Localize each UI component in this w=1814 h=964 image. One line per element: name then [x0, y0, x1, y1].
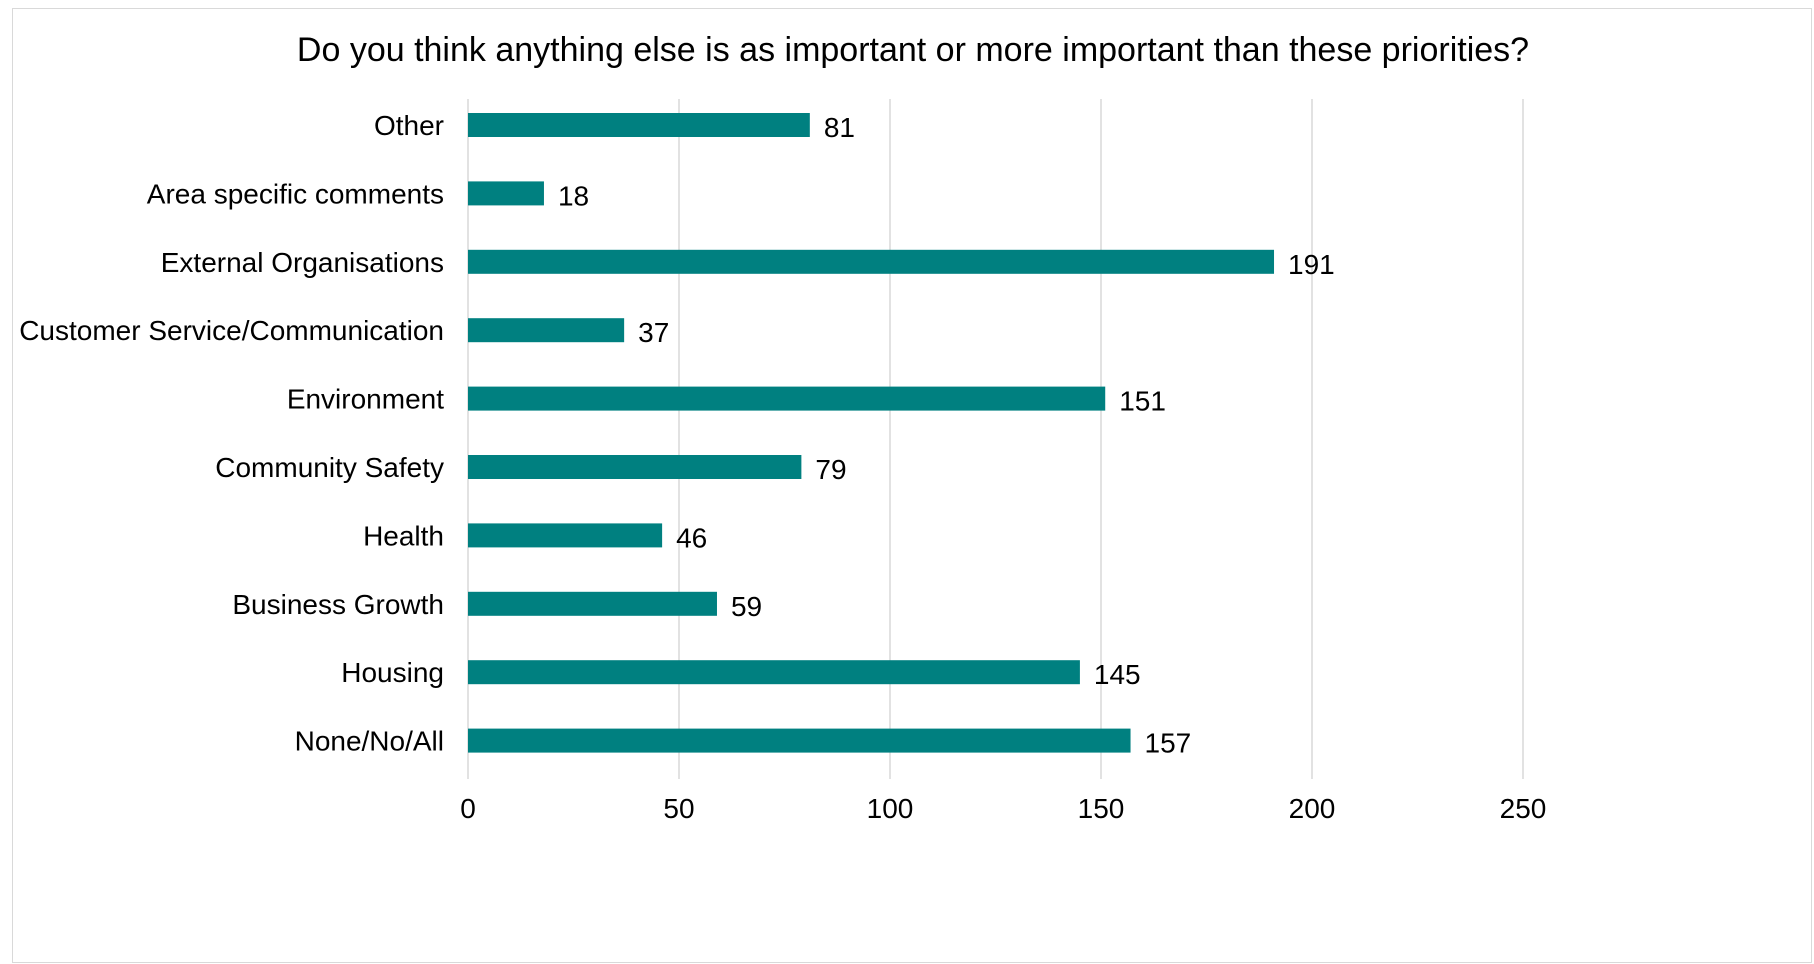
category-label: Customer Service/Communication: [19, 315, 444, 346]
x-axis-tick-labels: 0 50 100 150 200 250: [460, 793, 1546, 824]
bar: [468, 318, 625, 343]
data-labels: 81 18 191 37 151 79 46 59 145 157: [558, 112, 1335, 759]
x-tick-label: 0: [460, 793, 476, 824]
chart-frame: Do you think anything else is as importa…: [12, 8, 1812, 963]
data-label: 37: [638, 317, 669, 348]
bar: [468, 523, 663, 548]
bar: [468, 660, 1080, 685]
bar-chart: Do you think anything else is as importa…: [19, 31, 1546, 824]
data-label: 79: [815, 454, 846, 485]
bar: [468, 728, 1131, 753]
category-labels: Other Area specific comments External Orga…: [19, 110, 444, 757]
data-label: 157: [1145, 728, 1192, 759]
data-label: 59: [731, 591, 762, 622]
bar: [468, 386, 1106, 411]
bars: [468, 113, 1275, 753]
bar: [468, 249, 1275, 274]
x-tick-label: 200: [1289, 793, 1336, 824]
chart-title: Do you think anything else is as importa…: [297, 31, 1529, 69]
bar: [468, 113, 810, 137]
data-label: 145: [1094, 659, 1141, 690]
category-label: Housing: [341, 657, 444, 688]
x-tick-label: 50: [663, 793, 694, 824]
bar: [468, 455, 802, 479]
category-label: None/No/All: [295, 726, 444, 757]
category-label: Environment: [287, 384, 444, 415]
data-label: 151: [1119, 386, 1166, 417]
data-label: 18: [558, 180, 589, 211]
data-label: 81: [824, 112, 855, 143]
data-label: 191: [1288, 249, 1335, 280]
category-label: Community Safety: [215, 452, 444, 483]
data-label: 46: [676, 522, 707, 553]
category-label: Other: [374, 110, 444, 141]
category-label: Health: [363, 520, 444, 551]
x-tick-label: 150: [1078, 793, 1125, 824]
category-label: External Organisations: [161, 247, 444, 278]
bar: [468, 591, 717, 616]
x-tick-label: 250: [1500, 793, 1547, 824]
bar: [468, 181, 544, 206]
category-label: Area specific comments: [147, 178, 444, 209]
x-tick-label: 100: [867, 793, 914, 824]
category-label: Business Growth: [232, 589, 444, 620]
